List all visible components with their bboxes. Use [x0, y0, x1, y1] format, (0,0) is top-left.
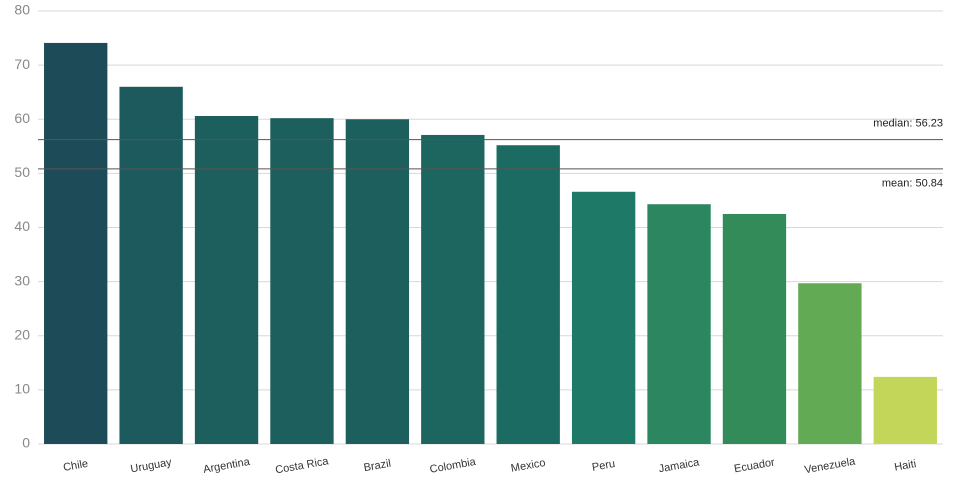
x-tick-label: Mexico — [510, 457, 546, 475]
x-tick-label: Jamaica — [658, 456, 701, 475]
y-tick-label: 70 — [14, 56, 30, 72]
y-tick-label: 10 — [14, 381, 30, 397]
bar — [194, 116, 259, 444]
y-tick-label: 60 — [14, 110, 30, 126]
x-tick-label: Brazil — [363, 458, 392, 475]
bar — [44, 42, 108, 445]
reference-label: mean: 50.84 — [882, 178, 943, 190]
bar — [496, 145, 560, 445]
bar — [647, 204, 711, 444]
bar — [798, 283, 862, 444]
y-tick-label: 0 — [22, 435, 30, 451]
y-tick-label: 80 — [14, 2, 30, 18]
x-tick-label: Costa Rica — [274, 455, 330, 476]
x-tick-label: Peru — [591, 458, 616, 474]
y-tick-label: 40 — [14, 218, 30, 234]
reference-label: median: 56.23 — [873, 118, 943, 130]
bar — [722, 213, 787, 444]
x-tick-label: Colombia — [429, 456, 478, 476]
bar — [873, 376, 937, 444]
x-tick-label: Ecuador — [733, 456, 776, 475]
x-tick-label: Uruguay — [130, 456, 174, 475]
bar — [421, 134, 485, 445]
x-tick-label: Argentina — [202, 456, 251, 476]
bar — [270, 118, 334, 444]
bar — [119, 86, 183, 445]
bar — [345, 119, 410, 444]
x-tick-label: Venezuela — [804, 455, 858, 476]
bar — [571, 191, 636, 444]
y-tick-label: 50 — [14, 164, 30, 180]
x-tick-label: Haiti — [893, 458, 917, 474]
x-tick-label: Chile — [62, 458, 89, 474]
y-tick-label: 20 — [14, 326, 30, 342]
y-tick-label: 30 — [14, 272, 30, 288]
